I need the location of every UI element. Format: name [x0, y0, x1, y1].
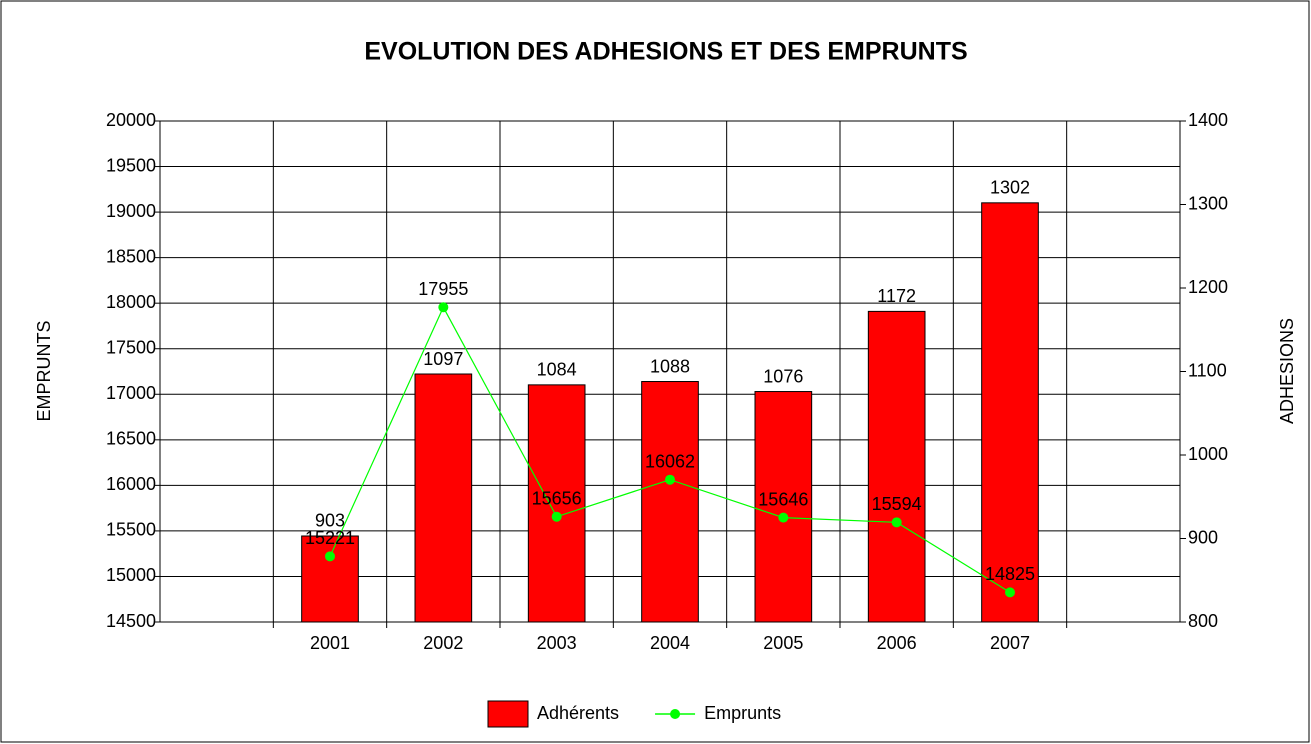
point [891, 517, 902, 528]
data-label: 1302 [990, 178, 1030, 198]
y-tick-label: 17000 [106, 383, 156, 403]
y-tick-label: 16500 [106, 429, 156, 449]
legend-label: Emprunts [704, 703, 781, 723]
y2-tick-label: 1200 [1188, 277, 1228, 297]
y-tick-label: 20000 [106, 110, 156, 130]
bar [981, 202, 1039, 623]
data-label: 15646 [758, 489, 808, 509]
y2-tick-label: 1300 [1188, 193, 1228, 213]
y-tick-label: 19000 [106, 201, 156, 221]
x-tick-label: 2007 [990, 633, 1030, 653]
y2-axis-label: ADHESIONS [1277, 318, 1297, 424]
y-tick-label: 19500 [106, 155, 156, 175]
bar [414, 373, 473, 623]
data-label: 15221 [305, 528, 355, 548]
data-label: 1172 [877, 286, 916, 306]
bar [641, 381, 699, 623]
point [778, 512, 789, 523]
data-label: 16062 [645, 451, 695, 471]
data-label: 15594 [872, 494, 922, 514]
bar [301, 535, 359, 623]
point [325, 551, 335, 562]
x-tick-label: 2004 [650, 633, 690, 653]
y2-tick-label: 1000 [1188, 444, 1228, 464]
data-label: 17955 [418, 279, 468, 299]
bar [754, 391, 813, 623]
y-tick-label: 14500 [106, 611, 156, 631]
x-tick-label: 2006 [877, 633, 917, 653]
legend-label: Adhérents [537, 703, 619, 723]
y-axis-label: EMPRUNTS [34, 320, 54, 421]
y-tick-label: 16000 [106, 474, 156, 494]
point [665, 474, 675, 485]
data-label: 14825 [985, 564, 1035, 584]
data-label: 903 [315, 511, 345, 531]
data-label: 1097 [423, 349, 463, 369]
point [551, 511, 562, 522]
data-label: 1076 [763, 366, 803, 386]
y2-tick-label: 900 [1188, 527, 1218, 547]
data-label: 1088 [650, 356, 690, 376]
y2-tick-label: 800 [1188, 611, 1218, 631]
chart-title: EVOLUTION DES ADHESIONS ET DES EMPRUNTS [364, 38, 967, 66]
data-label: 1084 [537, 360, 577, 380]
bar [867, 310, 926, 623]
y-tick-label: 17500 [106, 337, 156, 357]
x-tick-label: 2002 [423, 633, 463, 653]
legend-swatch-point [670, 709, 681, 719]
legend-swatch [487, 700, 529, 728]
y2-tick-label: 1100 [1188, 360, 1227, 380]
y-tick-label: 15000 [106, 565, 156, 585]
x-tick-label: 2003 [537, 633, 577, 653]
y-tick-label: 18500 [106, 246, 156, 266]
y-tick-label: 15500 [106, 520, 156, 540]
x-tick-label: 2001 [310, 633, 350, 653]
point [438, 302, 449, 313]
x-tick-label: 2005 [763, 633, 803, 653]
y2-tick-label: 1400 [1188, 110, 1228, 130]
bar [527, 384, 586, 623]
data-label: 15656 [532, 488, 582, 508]
point [1005, 587, 1015, 598]
y-tick-label: 18000 [106, 292, 156, 312]
